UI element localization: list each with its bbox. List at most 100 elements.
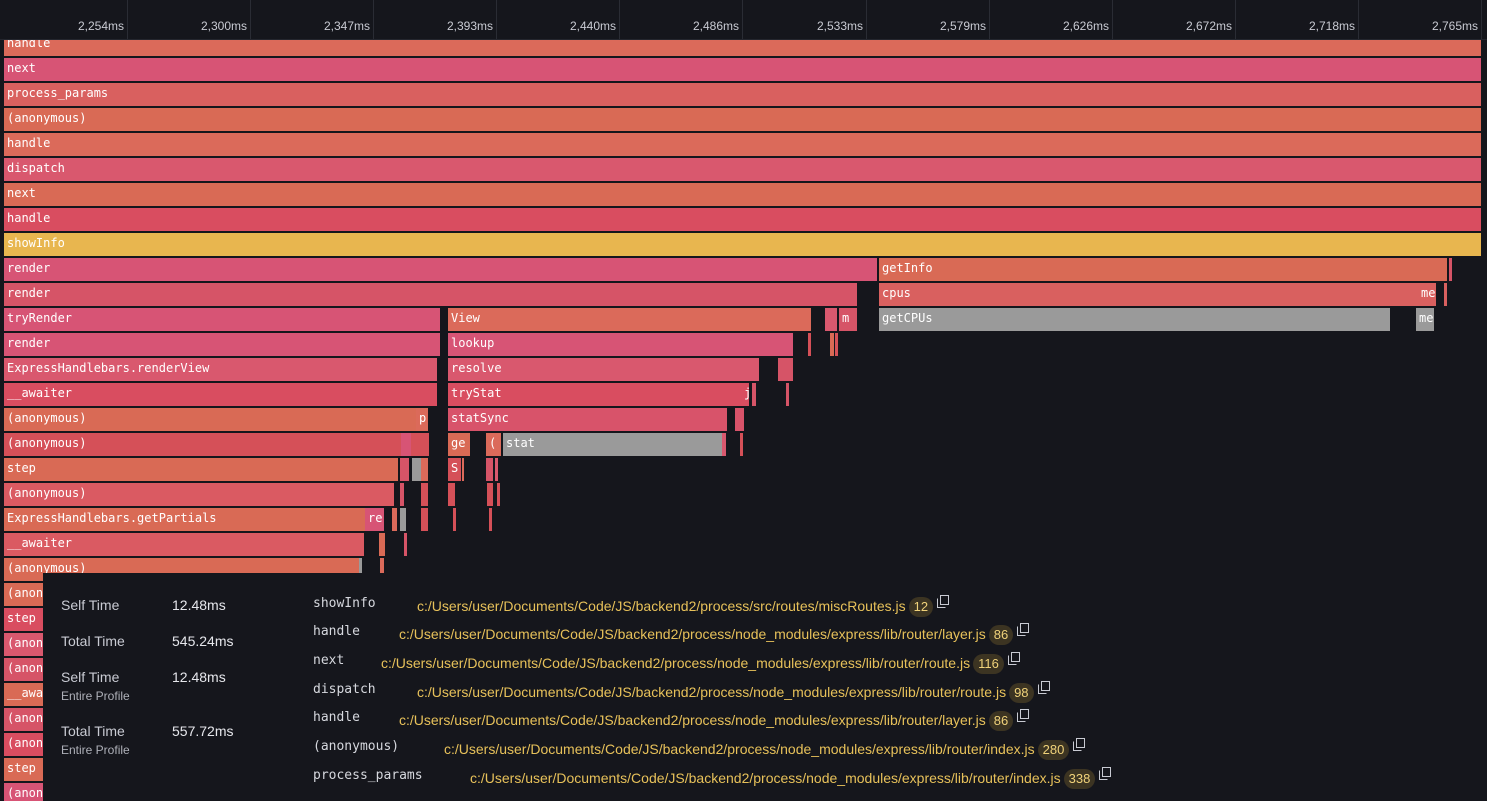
flame-frame[interactable]: (anon: [4, 733, 43, 756]
stack-file-link[interactable]: c:/Users/user/Documents/Code/JS/backend2…: [399, 623, 1030, 645]
copy-icon[interactable]: [937, 595, 950, 608]
flame-frame[interactable]: [495, 458, 498, 481]
flame-frame[interactable]: next: [4, 58, 1481, 81]
stack-file-link[interactable]: c:/Users/user/Documents/Code/JS/backend2…: [399, 709, 1030, 731]
flame-frame[interactable]: [421, 508, 428, 531]
flame-frame[interactable]: step: [4, 758, 43, 781]
flame-frame[interactable]: [400, 483, 404, 506]
flame-frame[interactable]: [448, 483, 455, 506]
flame-frame[interactable]: (anon: [4, 708, 43, 731]
flame-frame[interactable]: __awaiter: [4, 383, 437, 406]
flame-frame[interactable]: __awa: [4, 683, 43, 706]
flame-frame[interactable]: View: [448, 308, 811, 331]
copy-icon[interactable]: [1037, 681, 1050, 694]
flame-frame[interactable]: [835, 333, 838, 356]
flame-frame[interactable]: me: [1418, 283, 1436, 306]
copy-icon[interactable]: [1007, 652, 1020, 665]
flame-frame[interactable]: handle: [4, 208, 1481, 231]
flame-frame[interactable]: [462, 458, 464, 481]
flame-frame[interactable]: resolve: [448, 358, 759, 381]
stack-file-link[interactable]: c:/Users/user/Documents/Code/JS/backend2…: [381, 652, 1020, 674]
flame-frame[interactable]: stat: [503, 433, 722, 456]
copy-icon[interactable]: [1017, 623, 1030, 636]
stack-file-link[interactable]: c:/Users/user/Documents/Code/JS/backend2…: [417, 681, 1050, 703]
copy-icon[interactable]: [1099, 767, 1112, 780]
copy-icon[interactable]: [1017, 709, 1030, 722]
flame-frame[interactable]: next: [4, 183, 1481, 206]
flame-frame[interactable]: render: [4, 258, 877, 281]
flame-frame[interactable]: render: [4, 333, 440, 356]
flame-frame[interactable]: [752, 383, 756, 406]
flame-frame[interactable]: (anonymous): [4, 408, 428, 431]
flame-frame[interactable]: [421, 458, 428, 481]
copy-icon[interactable]: [1073, 738, 1086, 751]
flame-frame[interactable]: re: [365, 508, 384, 531]
flame-frame[interactable]: getInfo: [879, 258, 1447, 281]
stack-file-link[interactable]: c:/Users/user/Documents/Code/JS/backend2…: [444, 738, 1086, 760]
flame-frame[interactable]: tryRender: [4, 308, 440, 331]
flame-frame[interactable]: p: [416, 408, 428, 431]
flame-frame[interactable]: getCPUs: [879, 308, 1390, 331]
flame-frame[interactable]: [453, 508, 456, 531]
flame-frame[interactable]: cpus: [879, 283, 1436, 306]
stack-file-path[interactable]: c:/Users/user/Documents/Code/JS/backend2…: [470, 770, 1061, 786]
flame-frame[interactable]: [830, 333, 834, 356]
stack-file-path[interactable]: c:/Users/user/Documents/Code/JS/backend2…: [417, 684, 1007, 700]
flame-frame[interactable]: [825, 308, 837, 331]
flame-frame[interactable]: statSync: [448, 408, 727, 431]
stack-file-path[interactable]: c:/Users/user/Documents/Code/JS/backend2…: [399, 626, 986, 642]
flame-frame[interactable]: [740, 433, 743, 456]
flame-frame[interactable]: ExpressHandlebars.getPartials: [4, 508, 382, 531]
flame-frame[interactable]: [379, 533, 385, 556]
flame-frame[interactable]: S: [448, 458, 461, 481]
flame-frame[interactable]: [380, 558, 384, 581]
flame-frame[interactable]: [400, 458, 409, 481]
flame-frame[interactable]: [808, 333, 811, 356]
flame-frame[interactable]: (anon: [4, 633, 43, 656]
flame-frame[interactable]: step: [4, 458, 398, 481]
flame-frame[interactable]: [487, 483, 493, 506]
flame-frame[interactable]: ge: [448, 433, 470, 456]
flame-frame[interactable]: [421, 483, 428, 506]
flame-frame[interactable]: lookup: [448, 333, 793, 356]
flame-frame[interactable]: [411, 433, 429, 456]
flame-frame[interactable]: (anonymous): [4, 433, 401, 456]
flame-frame[interactable]: ExpressHandlebars.renderView: [4, 358, 437, 381]
flame-frame[interactable]: [1444, 283, 1447, 306]
flame-frame[interactable]: dispatch: [4, 158, 1481, 181]
flame-frame[interactable]: tryStat: [448, 383, 749, 406]
flame-frame[interactable]: [497, 483, 500, 506]
flame-frame[interactable]: [722, 433, 726, 456]
flame-frame[interactable]: [412, 458, 421, 481]
flame-frame[interactable]: [359, 558, 362, 581]
flame-frame[interactable]: [400, 508, 406, 531]
flame-frame[interactable]: (: [486, 433, 501, 456]
flame-frame[interactable]: process_params: [4, 83, 1481, 106]
flame-frame[interactable]: me: [1416, 308, 1434, 331]
flame-frame[interactable]: [486, 458, 493, 481]
flame-frame[interactable]: (anon: [4, 783, 43, 801]
flame-frame[interactable]: __awaiter: [4, 533, 364, 556]
stack-file-path[interactable]: c:/Users/user/Documents/Code/JS/backend2…: [417, 598, 906, 614]
stack-file-path[interactable]: c:/Users/user/Documents/Code/JS/backend2…: [399, 712, 986, 728]
flame-frame[interactable]: (anon: [4, 583, 43, 606]
flame-frame[interactable]: (anonymous): [4, 483, 394, 506]
flame-frame[interactable]: j: [741, 383, 749, 406]
flame-frame[interactable]: [786, 383, 789, 406]
stack-file-link[interactable]: c:/Users/user/Documents/Code/JS/backend2…: [470, 767, 1112, 789]
flame-frame[interactable]: [401, 433, 411, 456]
flame-frame[interactable]: [1449, 258, 1452, 281]
flame-frame[interactable]: [778, 358, 793, 381]
flame-frame[interactable]: step: [4, 608, 43, 631]
flame-frame[interactable]: handle: [4, 133, 1481, 156]
stack-file-path[interactable]: c:/Users/user/Documents/Code/JS/backend2…: [444, 741, 1035, 757]
flame-frame[interactable]: [735, 408, 744, 431]
stack-file-link[interactable]: c:/Users/user/Documents/Code/JS/backend2…: [417, 595, 950, 617]
flame-frame[interactable]: handle: [4, 40, 1481, 56]
stack-file-path[interactable]: c:/Users/user/Documents/Code/JS/backend2…: [381, 655, 971, 671]
flame-frame[interactable]: showInfo: [4, 233, 1481, 256]
flame-frame[interactable]: (anonymous): [4, 108, 1481, 131]
flame-frame[interactable]: [404, 533, 407, 556]
flame-frame[interactable]: render: [4, 283, 857, 306]
flame-frame[interactable]: [392, 508, 397, 531]
